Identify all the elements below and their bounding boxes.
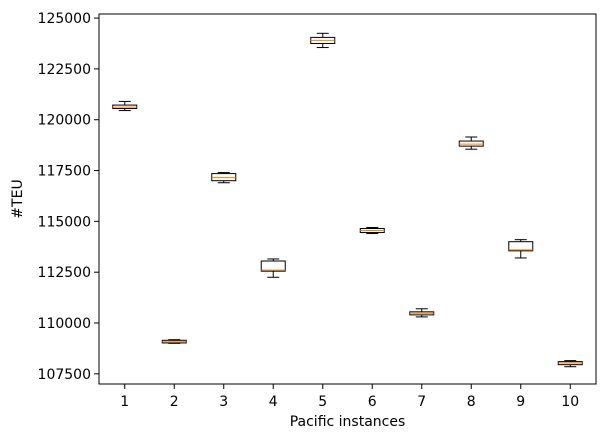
plot-frame <box>98 13 597 385</box>
box-7 <box>409 308 435 318</box>
box-6 <box>359 226 385 235</box>
y-tick-label: 115000 <box>38 214 91 230</box>
y-tick-label: 125000 <box>38 11 91 27</box>
x-tick-label: 5 <box>318 394 327 410</box>
box-4 <box>260 258 286 278</box>
box-5 <box>310 32 336 49</box>
x-tick-label: 6 <box>368 394 377 410</box>
box-3 <box>211 172 237 184</box>
x-axis-ticks: 1 2 3 4 5 6 7 8 9 10 <box>120 384 579 410</box>
box-8 <box>458 136 484 150</box>
y-tick-label: 110000 <box>38 316 91 332</box>
box-series <box>112 32 583 368</box>
y-axis-ticks: 107500 110000 112500 115000 117500 120000 1225… <box>38 11 99 383</box>
y-tick-label: 120000 <box>38 113 91 129</box>
box-9 <box>508 239 534 259</box>
x-tick-label: 7 <box>417 394 426 410</box>
x-tick-label: 10 <box>561 394 579 410</box>
box-iqr <box>260 260 286 272</box>
box-10 <box>557 360 583 368</box>
x-tick-label: 9 <box>516 394 525 410</box>
y-axis-label: #TEU <box>10 179 26 218</box>
box-1 <box>112 100 138 112</box>
y-tick-label: 107500 <box>38 367 91 383</box>
x-axis-label: Pacific instances <box>290 414 406 430</box>
box-2 <box>161 339 187 344</box>
x-tick-label: 4 <box>269 394 278 410</box>
box-iqr <box>458 140 484 147</box>
box-iqr <box>508 241 534 252</box>
x-tick-label: 3 <box>219 394 228 410</box>
y-tick-label: 112500 <box>38 265 91 281</box>
x-tick-label: 2 <box>170 394 179 410</box>
x-tick-label: 1 <box>120 394 129 410</box>
y-tick-label: 117500 <box>38 164 91 180</box>
box-iqr <box>211 173 237 182</box>
x-tick-label: 8 <box>467 394 476 410</box>
y-tick-label: 122500 <box>38 62 91 78</box>
